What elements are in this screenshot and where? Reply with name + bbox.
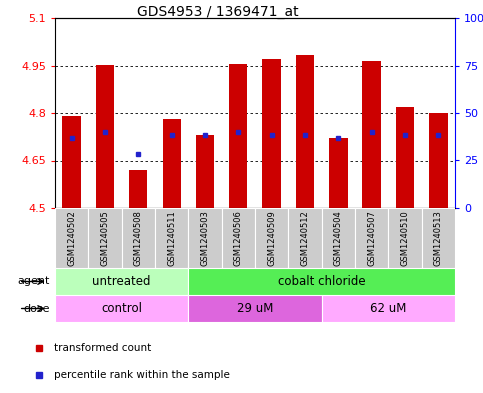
Bar (363, 61, 381, 208)
Text: GSM1240504: GSM1240504 (334, 210, 343, 266)
Text: GSM1240506: GSM1240506 (234, 210, 243, 266)
Bar (396, 107, 414, 208)
Bar (188, 295, 322, 322)
Bar (188, 268, 455, 295)
Bar (322, 208, 355, 268)
Bar (229, 64, 247, 208)
Bar (155, 208, 188, 268)
Text: GSM1240503: GSM1240503 (200, 210, 210, 266)
Text: cobalt chloride: cobalt chloride (278, 275, 366, 288)
Text: untreated: untreated (92, 275, 151, 288)
Text: GSM1240502: GSM1240502 (67, 210, 76, 266)
Text: GSM1240512: GSM1240512 (300, 210, 310, 266)
Bar (88, 208, 122, 268)
Bar (55, 268, 188, 295)
Bar (262, 59, 281, 208)
Text: dose: dose (24, 303, 50, 314)
Text: GSM1240507: GSM1240507 (367, 210, 376, 266)
Bar (222, 208, 255, 268)
Bar (288, 208, 322, 268)
Bar (62, 116, 81, 208)
Text: GSM1240511: GSM1240511 (167, 210, 176, 266)
Text: 62 uM: 62 uM (370, 302, 407, 315)
Bar (355, 208, 388, 268)
Text: GSM1240508: GSM1240508 (134, 210, 143, 266)
Text: GDS4953 / 1369471_at: GDS4953 / 1369471_at (137, 5, 298, 19)
Bar (162, 119, 181, 208)
Text: 29 uM: 29 uM (237, 302, 273, 315)
Text: GSM1240513: GSM1240513 (434, 210, 443, 266)
Text: agent: agent (18, 277, 50, 286)
Bar (388, 208, 422, 268)
Bar (129, 170, 147, 208)
Bar (196, 135, 214, 208)
Bar (329, 138, 347, 208)
Bar (122, 208, 155, 268)
Text: control: control (101, 302, 142, 315)
Text: percentile rank within the sample: percentile rank within the sample (54, 370, 230, 380)
Bar (296, 55, 314, 208)
Bar (422, 208, 455, 268)
Bar (322, 295, 455, 322)
Bar (188, 208, 222, 268)
Bar (96, 66, 114, 208)
Bar (255, 208, 288, 268)
Text: transformed count: transformed count (54, 343, 152, 353)
Bar (55, 208, 88, 268)
Text: GSM1240510: GSM1240510 (400, 210, 410, 266)
Text: GSM1240505: GSM1240505 (100, 210, 110, 266)
Bar (429, 113, 448, 208)
Bar (55, 295, 188, 322)
Text: GSM1240509: GSM1240509 (267, 210, 276, 266)
